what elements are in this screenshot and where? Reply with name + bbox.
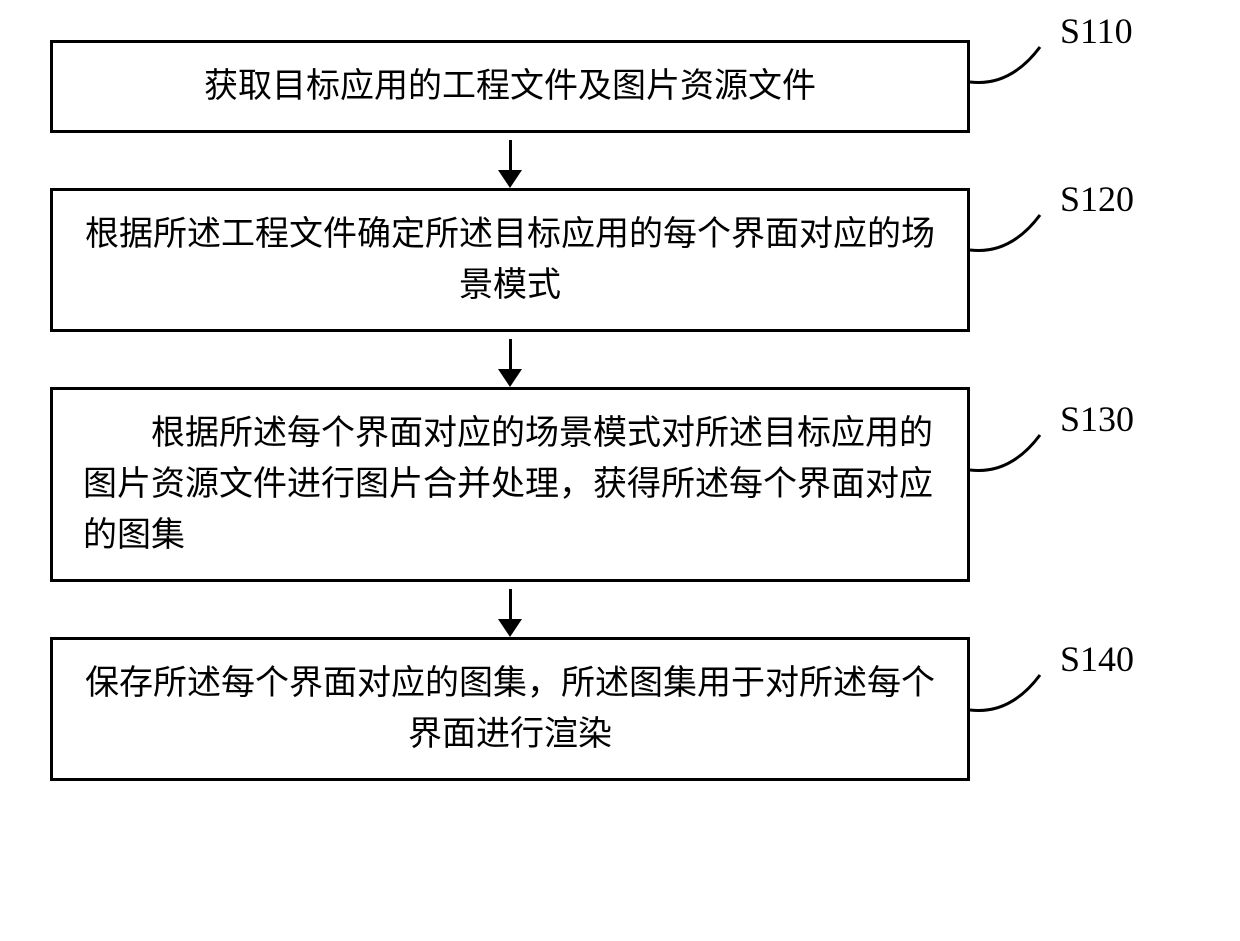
step-label-s140: S140 bbox=[1060, 638, 1134, 680]
label-curve-s120 bbox=[970, 210, 1060, 280]
label-curve-s130 bbox=[970, 430, 1060, 500]
step-box-s120: 根据所述工程文件确定所述目标应用的每个界面对应的场景模式 bbox=[50, 188, 970, 332]
step-label-s110: S110 bbox=[1060, 10, 1133, 52]
label-curve-s110 bbox=[970, 42, 1060, 112]
arrow-head-icon bbox=[498, 619, 522, 637]
step-box-s140: 保存所述每个界面对应的图集，所述图集用于对所述每个界面进行渲染 bbox=[50, 637, 970, 781]
arrow-3 bbox=[50, 582, 970, 637]
step-text: 根据所述每个界面对应的场景模式对所述目标应用的图片资源文件进行图片合并处理，获得… bbox=[83, 408, 937, 561]
step-label-s120: S120 bbox=[1060, 178, 1134, 220]
step-text: 保存所述每个界面对应的图集，所述图集用于对所述每个界面进行渲染 bbox=[83, 658, 937, 760]
step-text: 获取目标应用的工程文件及图片资源文件 bbox=[204, 61, 816, 112]
arrow-2 bbox=[50, 332, 970, 387]
step-label-s130: S130 bbox=[1060, 398, 1134, 440]
label-curve-s140 bbox=[970, 670, 1060, 740]
step-box-s110: 获取目标应用的工程文件及图片资源文件 bbox=[50, 40, 970, 133]
step-text: 根据所述工程文件确定所述目标应用的每个界面对应的场景模式 bbox=[83, 209, 937, 311]
arrow-head-icon bbox=[498, 369, 522, 387]
arrow-1 bbox=[50, 133, 970, 188]
arrow-head-icon bbox=[498, 170, 522, 188]
flowchart-container: 获取目标应用的工程文件及图片资源文件 S110 根据所述工程文件确定所述目标应用… bbox=[50, 40, 1190, 781]
step-box-s130: 根据所述每个界面对应的场景模式对所述目标应用的图片资源文件进行图片合并处理，获得… bbox=[50, 387, 970, 582]
